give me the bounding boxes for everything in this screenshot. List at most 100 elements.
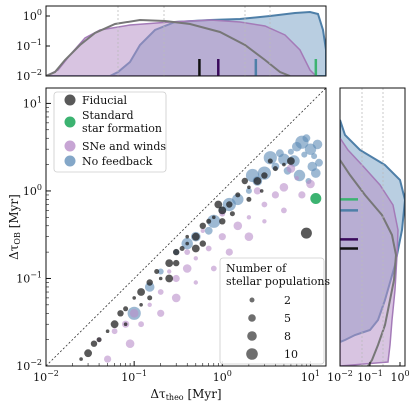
- size-legend-label-2: 2: [284, 294, 291, 307]
- point-fiducial-19: [206, 218, 212, 224]
- point-sne-and-winds-6: [172, 274, 180, 283]
- point-sne-and-winds-22: [225, 248, 233, 256]
- point-fiducial-13: [165, 259, 174, 267]
- size-legend-label-10: 10: [284, 348, 298, 361]
- point-no-feedback-10: [287, 148, 294, 155]
- main-panel-frame: [45, 87, 327, 367]
- point-sne-and-winds-8: [193, 256, 198, 261]
- point-fiducial-38: [241, 177, 248, 185]
- top-marginal-panel: 10−2 10−1 100: [16, 5, 327, 83]
- series-legend: Fiducial Standard star formation SNe and…: [53, 91, 167, 173]
- one-to-one-line: [46, 88, 326, 366]
- point-fiducial-41: [165, 274, 174, 283]
- point-no-feedback-13: [302, 134, 311, 143]
- right-panel-frame: [339, 87, 406, 367]
- point-fiducial-18: [199, 222, 206, 229]
- size-legend-items: 2 5 8 10: [246, 294, 298, 361]
- point-fiducial-2: [90, 340, 98, 347]
- point-sne-and-winds-13: [261, 201, 268, 208]
- legend-label-nofeedback: No feedback: [82, 155, 153, 168]
- point-fiducial-45: [300, 227, 312, 239]
- legend-label-standard-1: Standard: [82, 109, 134, 122]
- point-fiducial-30: [173, 259, 180, 267]
- point-fiducial-16: [185, 241, 189, 246]
- point-sne-and-winds-21: [210, 265, 217, 272]
- point-sne-and-winds-35: [125, 339, 135, 349]
- point-fiducial-15: [179, 246, 185, 251]
- point-sne-and-winds-33: [184, 249, 191, 256]
- point-no-feedback-28: [204, 226, 213, 235]
- point-fiducial-10: [146, 279, 153, 286]
- point-fiducial-14: [173, 248, 180, 256]
- point-sne-and-winds-10: [218, 233, 226, 241]
- point-sne-and-winds-5: [157, 289, 164, 295]
- point-no-feedback-16: [312, 139, 323, 150]
- legend-label-standard-2: star formation: [82, 122, 162, 135]
- point-no-feedback-26: [311, 168, 321, 178]
- point-sne-and-winds-27: [306, 179, 315, 189]
- y-tick-label-1: 10−1: [16, 270, 42, 285]
- point-fiducial-6: [117, 310, 124, 317]
- point-fiducial-37: [214, 200, 223, 209]
- point-fiducial-40: [139, 303, 143, 307]
- point-sne-and-winds-3: [129, 309, 139, 318]
- point-sne-and-winds-12: [246, 215, 252, 220]
- point-sne-and-winds-4: [147, 302, 152, 307]
- legend-label-fiducial: Fiducial: [82, 94, 128, 107]
- series-legend-box: [53, 91, 167, 173]
- point-standard-star-formation-0: [310, 193, 322, 204]
- point-no-feedback-2: [207, 214, 221, 228]
- y-tick-label-3: 101: [23, 95, 42, 110]
- point-fiducial-28: [282, 162, 286, 167]
- point-no-feedback-5: [245, 187, 252, 194]
- point-fiducial-1: [84, 349, 92, 358]
- point-sne-and-winds-17: [138, 321, 145, 328]
- y-axis-label: ΔτOB [Myr]: [7, 194, 22, 260]
- top-y-axis: 10−2 10−1 100: [16, 8, 50, 83]
- legend-marker-fiducial: [64, 94, 76, 106]
- point-fiducial-39: [267, 158, 273, 164]
- point-sne-and-winds-16: [294, 176, 299, 181]
- point-sne-and-winds-9: [205, 245, 212, 252]
- point-sne-and-winds-26: [298, 191, 306, 199]
- top-median-markers: [198, 59, 318, 76]
- point-sne-and-winds-14: [271, 191, 279, 199]
- point-fiducial-31: [147, 295, 153, 301]
- point-fiducial-42: [199, 240, 206, 247]
- point-sne-and-winds-20: [193, 280, 198, 285]
- top-y-tick-label-0: 10−2: [16, 68, 42, 83]
- point-fiducial-12: [158, 276, 163, 281]
- point-fiducial-29: [287, 157, 295, 165]
- right-x-tick-label-2: 100: [390, 369, 409, 384]
- size-legend-marker-5: [248, 314, 256, 322]
- top-marginal-distributions: [46, 6, 326, 76]
- point-fiducial-9: [137, 288, 146, 296]
- point-sne-and-winds-28: [200, 228, 205, 233]
- legend-marker-standard: [64, 116, 76, 128]
- point-fiducial-27: [272, 166, 278, 172]
- point-fiducial-11: [154, 269, 160, 274]
- size-legend-title-2: stellar populations: [226, 275, 330, 288]
- point-fiducial-3: [96, 337, 102, 343]
- point-no-feedback-17: [263, 151, 277, 165]
- right-marginal-distributions: [340, 88, 405, 366]
- point-fiducial-33: [191, 244, 200, 253]
- scatter-points: [79, 134, 323, 363]
- size-legend-marker-10: [246, 348, 258, 360]
- size-legend-box: [219, 257, 325, 365]
- top-y-tick-label-2: 100: [23, 8, 42, 23]
- point-fiducial-7: [123, 306, 129, 312]
- size-legend-label-8: 8: [284, 330, 291, 343]
- point-sne-and-winds-25: [281, 207, 287, 214]
- point-no-feedback-33: [315, 158, 323, 167]
- point-fiducial-35: [246, 196, 252, 202]
- size-legend: Number of stellar populations 2 5 8 10: [219, 257, 330, 365]
- x-tick-label-0: 10−2: [33, 369, 59, 384]
- point-sne-and-winds-7: [182, 264, 192, 273]
- x-tick-label-2: 100: [213, 369, 232, 384]
- x-axis-label: Δτtheo [Myr]: [150, 387, 221, 402]
- point-fiducial-4: [105, 329, 110, 334]
- point-sne-and-winds-1: [111, 328, 118, 335]
- point-fiducial-34: [219, 218, 226, 225]
- point-no-feedback-30: [157, 268, 164, 275]
